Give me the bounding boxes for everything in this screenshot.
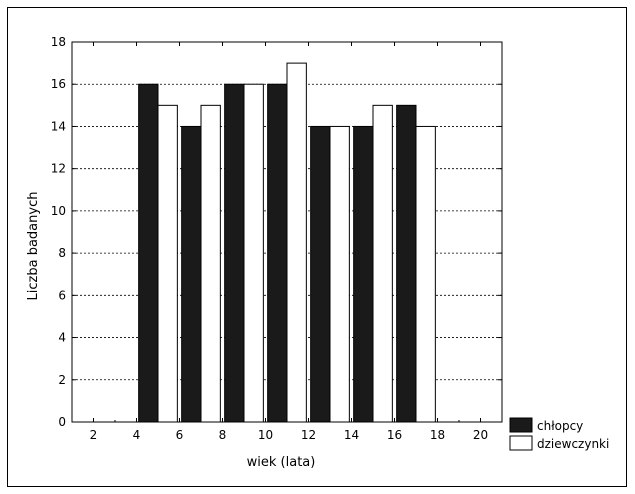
y-axis-label: Liczba badanych [26,192,41,301]
bar-dziewczynki-9 [243,83,264,423]
bar-dziewczynki-13 [329,125,350,423]
bar-chlopcy-15 [353,125,374,423]
tick-labels: 2 4 6 8 10 12 14 16 18 20 0 2 4 6 8 10 12 14 16 18 [51,35,488,442]
bar-chlopcy-11 [267,83,288,423]
bar-chlopcy-17 [396,104,417,423]
y-tick-label-18: 18 [51,35,66,49]
bar-chlopcy-9 [224,83,245,423]
x-tick-label-10: 10 [258,428,273,442]
y-tick-label-16: 16 [51,77,66,91]
legend-label-chlopcy: chłopcy [537,419,583,433]
x-tick-label-4: 4 [133,428,141,442]
x-tick-label-12: 12 [301,428,316,442]
y-tick-label-4: 4 [58,331,66,345]
x-tick-label-8: 8 [219,428,227,442]
legend-label-dziewczynki: dziewczynki [537,437,609,451]
legend: chłopcy dziewczynki [509,417,609,451]
bar-dziewczynki-7 [200,104,221,423]
legend-swatch-dziewczynki [509,435,533,451]
bar-dziewczynki-11 [286,62,307,423]
y-tick-label-0: 0 [58,415,66,429]
x-tick-label-2: 2 [90,428,98,442]
y-tick-label-14: 14 [51,119,66,133]
bar-chlopcy-5 [138,83,159,423]
bar-dziewczynki-17 [415,125,436,423]
y-tick-label-2: 2 [58,373,66,387]
x-tick-label-6: 6 [176,428,184,442]
bars [138,62,436,423]
y-tick-label-8: 8 [58,246,66,260]
chart-frame [7,7,627,487]
legend-swatch-chlopcy [509,417,533,433]
axes [71,41,503,423]
bar-dziewczynki-5 [157,104,178,423]
bar-chlopcy-13 [310,125,331,423]
y-tick-label-6: 6 [58,288,66,302]
x-axis-label: wiek (lata) [247,455,316,470]
bar-dziewczynki-15 [372,104,393,423]
x-tick-label-14: 14 [344,428,359,442]
x-tick-label-16: 16 [387,428,402,442]
bar-chlopcy-7 [181,125,202,423]
x-tick-label-18: 18 [430,428,445,442]
y-tick-label-10: 10 [51,204,66,218]
y-tick-label-12: 12 [51,162,66,176]
x-tick-label-20: 20 [473,428,488,442]
